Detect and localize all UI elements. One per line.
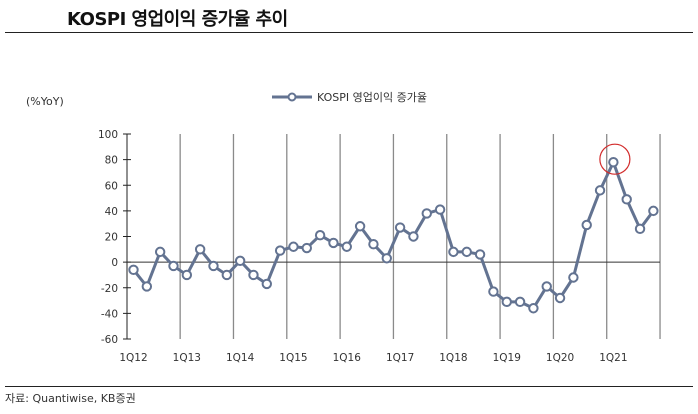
- data-point: [421, 208, 432, 219]
- data-point: [194, 244, 206, 255]
- y-tick-label: 80: [105, 155, 118, 167]
- x-tick-label: 1Q21: [599, 352, 627, 364]
- x-tick-label: 1Q19: [493, 352, 521, 364]
- x-tick-label: 1Q16: [333, 352, 362, 364]
- data-point: [528, 303, 539, 314]
- data-point: [488, 286, 499, 297]
- title-divider: [5, 32, 693, 33]
- y-tick-label: -60: [101, 334, 118, 346]
- data-point: [634, 223, 646, 235]
- x-tick-label: 1Q14: [226, 352, 255, 364]
- data-point: [248, 269, 259, 281]
- chart-title: KOSPI 영업이익 증가율 추이: [67, 9, 288, 30]
- source-divider: [5, 386, 693, 387]
- x-tick-label: 1Q15: [279, 352, 307, 364]
- data-point: [461, 246, 472, 258]
- legend: KOSPI 영업이익 증가율: [272, 89, 427, 105]
- y-tick-label: 20: [105, 232, 118, 244]
- data-point: [541, 281, 552, 292]
- data-point: [621, 194, 632, 205]
- legend-label: KOSPI 영업이익 증가율: [317, 91, 427, 104]
- data-point: [581, 219, 592, 231]
- data-point: [168, 260, 179, 272]
- data-point: [154, 246, 166, 258]
- data-point: [608, 156, 619, 168]
- data-point: [568, 272, 579, 283]
- data-point: [261, 278, 272, 290]
- data-point: [274, 245, 286, 256]
- x-tick-label: 1Q18: [439, 352, 467, 364]
- data-point: [648, 205, 659, 217]
- data-point: [141, 281, 153, 292]
- legend-line-marker-icon: [272, 92, 312, 102]
- y-tick-label: 40: [105, 206, 118, 218]
- data-point: [448, 246, 459, 258]
- data-point: [474, 249, 486, 260]
- data-point: [381, 253, 392, 264]
- data-point: [594, 185, 606, 196]
- data-point: [394, 222, 406, 233]
- data-point: [208, 260, 219, 272]
- data-point: [301, 242, 312, 254]
- data-point: [408, 231, 419, 242]
- data-point: [514, 296, 526, 308]
- data-point: [501, 296, 512, 308]
- y-tick-label: 60: [105, 180, 118, 192]
- y-axis-unit-label: (%YoY): [26, 95, 64, 108]
- y-tick-label: -40: [101, 308, 118, 320]
- data-point: [354, 221, 366, 232]
- data-point: [368, 238, 379, 250]
- x-tick-label: 1Q17: [386, 352, 414, 364]
- x-tick-label: 1Q13: [173, 352, 201, 364]
- x-tick-label: 1Q12: [119, 352, 147, 364]
- data-point: [234, 255, 246, 267]
- data-point: [434, 204, 446, 215]
- source-note: 자료: Quantiwise, KB증권: [5, 392, 136, 405]
- x-tick-label: 1Q20: [546, 352, 574, 364]
- highlight-circle: [599, 143, 631, 175]
- data-point: [128, 264, 139, 276]
- data-point: [288, 241, 299, 252]
- y-tick-label: -20: [101, 283, 118, 295]
- series-line: [132, 160, 655, 310]
- data-point: [554, 292, 566, 304]
- y-tick-label: 100: [98, 129, 118, 141]
- data-point: [221, 269, 233, 281]
- data-point: [341, 241, 352, 252]
- data-point: [314, 230, 326, 241]
- y-tick-label: 0: [111, 257, 118, 269]
- data-point: [181, 269, 193, 281]
- data-point: [328, 237, 339, 249]
